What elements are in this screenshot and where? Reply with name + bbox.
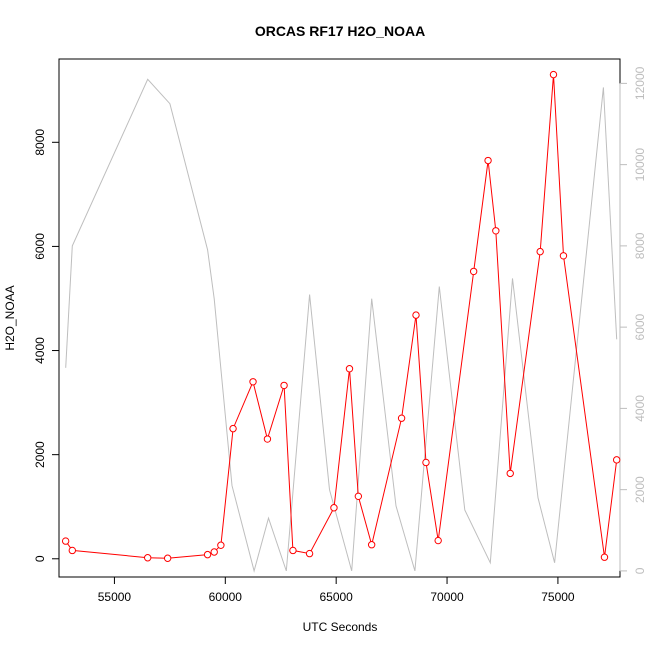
h2o-data-point [397, 414, 406, 422]
y-axis-label: H2O_NOAA [3, 285, 17, 350]
h2o-data-point [263, 435, 272, 443]
h2o-data-point [412, 311, 420, 319]
h2o-data-point [434, 536, 442, 545]
h2o-data-point [367, 541, 376, 549]
h2o-data-point [492, 227, 500, 235]
y2-tick-label: 10000 [633, 148, 647, 182]
h2o-data-point [354, 492, 363, 501]
chart-title: ORCAS RF17 H2O_NOAA [255, 23, 425, 39]
bottom-axis: 55000 60000 65000 70000 75000 [98, 576, 575, 604]
h2o-data-point [61, 537, 70, 545]
y-tick-label: 4000 [33, 337, 47, 364]
x-axis-label: UTC Seconds [303, 620, 378, 634]
h2o-data-point [210, 548, 218, 556]
series-layer [61, 70, 621, 573]
h2o-data-point [217, 541, 225, 549]
h2o-data-point [549, 70, 558, 79]
h2o-data-point [229, 424, 237, 433]
h2o-data-point [280, 381, 288, 390]
y-tick-label: 0 [33, 555, 47, 562]
left-axis: 0 2000 4000 6000 8000 [33, 129, 60, 562]
y-tick-label: 8000 [33, 129, 47, 156]
y-tick-label: 2000 [33, 441, 47, 468]
h2o-data-point [600, 553, 609, 561]
h2o-data-point [68, 546, 77, 555]
h2o-data-point [612, 456, 621, 464]
h2o-data-point [345, 365, 354, 373]
h2o-data-point [289, 546, 297, 555]
h2o-data-point [330, 504, 338, 512]
x-tick-label: 60000 [209, 590, 243, 604]
h2o-data-point [305, 549, 314, 558]
y2-tick-label: 2000 [633, 476, 647, 503]
h2o-data-point [536, 247, 544, 256]
y2-tick-label: 0 [633, 567, 647, 574]
y2-tick-label: 12000 [633, 66, 647, 100]
x-tick-label: 75000 [541, 590, 575, 604]
h2o-data-point [249, 378, 257, 386]
right-axis: 0 2000 4000 6000 8000 10000 12000 [619, 66, 647, 574]
h2o-data-point [469, 267, 478, 276]
x-tick-label: 65000 [319, 590, 353, 604]
h2o-data-point [484, 156, 492, 165]
h2o-data-point [422, 458, 430, 467]
h2o-series-line [65, 74, 618, 559]
h2o-data-point [163, 554, 172, 562]
plot-frame [58, 58, 621, 578]
y2-tick-label: 8000 [633, 232, 647, 259]
h2o-data-point [203, 550, 212, 559]
x-tick-label: 55000 [98, 590, 132, 604]
h2o-data-point [143, 554, 152, 562]
y-tick-label: 6000 [33, 233, 47, 260]
x-tick-label: 70000 [430, 590, 464, 604]
h2o-data-point [559, 252, 568, 260]
y2-tick-label: 6000 [633, 313, 647, 340]
y2-tick-label: 4000 [633, 395, 647, 422]
secondary-series-line [65, 78, 618, 573]
h2o-data-point [506, 469, 514, 478]
